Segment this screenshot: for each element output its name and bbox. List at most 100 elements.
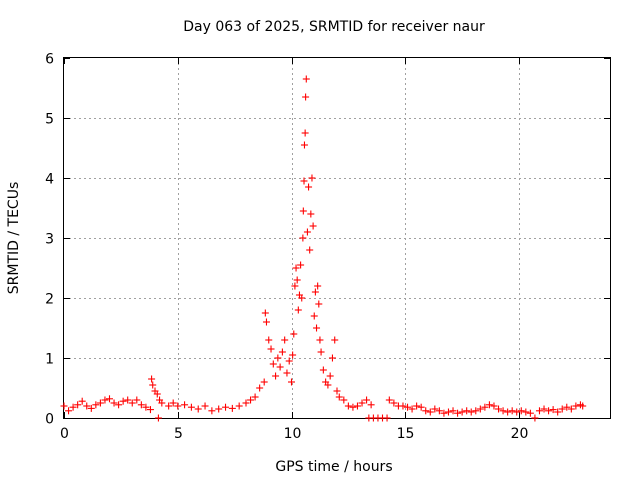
x-tick-label: 15 xyxy=(397,426,415,442)
data-point xyxy=(60,402,68,410)
data-point xyxy=(208,407,216,415)
data-point xyxy=(449,407,457,415)
data-point xyxy=(110,399,118,407)
data-point xyxy=(278,348,286,356)
data-point xyxy=(261,309,269,317)
data-point xyxy=(78,397,86,405)
data-point xyxy=(333,387,341,395)
y-tick-label: 0 xyxy=(45,412,54,428)
x-tick-label: 10 xyxy=(284,426,302,442)
data-point xyxy=(485,401,493,409)
data-point xyxy=(417,403,425,411)
data-point xyxy=(228,404,236,412)
axis-ticks: 0 5 10 15 20 0 1 2 3 4 5 6 xyxy=(45,52,610,442)
data-point xyxy=(265,336,273,344)
data-point xyxy=(567,405,575,413)
data-point xyxy=(340,396,348,404)
data-point xyxy=(324,381,332,389)
y-tick-label: 4 xyxy=(45,172,54,188)
data-point xyxy=(513,408,521,416)
data-point xyxy=(349,403,357,411)
data-point xyxy=(169,399,177,407)
y-tick-label: 3 xyxy=(45,232,54,248)
data-point xyxy=(154,414,162,422)
data-point xyxy=(317,348,325,356)
data-point xyxy=(310,312,318,320)
data-point xyxy=(522,408,530,416)
data-point xyxy=(115,401,123,409)
data-point xyxy=(306,246,314,254)
data-point xyxy=(531,414,539,422)
data-point xyxy=(326,372,334,380)
data-point xyxy=(74,401,82,409)
data-point xyxy=(288,378,295,386)
data-point xyxy=(292,264,300,272)
data-point xyxy=(137,401,145,409)
data-point xyxy=(316,336,324,344)
x-tick-label: 0 xyxy=(60,426,69,442)
data-point xyxy=(215,405,223,413)
data-point xyxy=(535,407,543,415)
data-point xyxy=(504,408,512,416)
data-point xyxy=(96,399,104,407)
data-point xyxy=(106,395,113,403)
data-point xyxy=(319,366,327,374)
x-tick-label: 20 xyxy=(511,426,529,442)
y-tick-label: 1 xyxy=(45,352,54,368)
data-point xyxy=(128,399,136,407)
data-point xyxy=(262,318,270,326)
data-point xyxy=(301,129,309,137)
data-point xyxy=(311,288,319,296)
data-point xyxy=(307,210,315,218)
data-point xyxy=(353,402,361,410)
data-point xyxy=(267,345,275,353)
data-point xyxy=(481,403,489,411)
data-point xyxy=(281,336,289,344)
data-point xyxy=(133,396,141,404)
y-axis-label: SRMTID / TECUs xyxy=(6,182,22,295)
data-point xyxy=(272,372,280,380)
data-point xyxy=(146,406,154,414)
data-point xyxy=(309,222,317,230)
data-point xyxy=(367,401,375,409)
data-point xyxy=(472,407,480,415)
data-point xyxy=(148,375,156,383)
data-point xyxy=(467,408,475,416)
data-point xyxy=(540,405,548,413)
data-point xyxy=(124,396,132,404)
x-tick-label: 5 xyxy=(174,426,183,442)
data-point xyxy=(305,183,313,191)
y-tick-label: 6 xyxy=(45,52,54,68)
data-point xyxy=(404,403,412,411)
data-point xyxy=(363,396,371,404)
data-point xyxy=(508,407,516,415)
data-point xyxy=(422,407,430,415)
data-point xyxy=(314,282,322,290)
data-point xyxy=(299,234,307,242)
data-point xyxy=(302,93,310,101)
data-point xyxy=(251,393,259,401)
data-point xyxy=(526,409,534,417)
data-point xyxy=(390,399,398,407)
data-point xyxy=(490,402,498,410)
data-point xyxy=(276,363,284,371)
plot-frame xyxy=(63,57,611,419)
data-point xyxy=(495,405,503,413)
data-point xyxy=(283,369,291,377)
data-point xyxy=(299,207,307,215)
data-point xyxy=(302,75,310,83)
data-point xyxy=(101,396,109,404)
data-point xyxy=(174,402,182,410)
data-point xyxy=(289,351,297,359)
data-point xyxy=(572,402,580,410)
data-point xyxy=(476,405,484,413)
data-point xyxy=(158,399,166,407)
data-point xyxy=(563,403,571,411)
data-point xyxy=(242,399,250,407)
data-point xyxy=(298,294,306,302)
data-point xyxy=(153,390,161,398)
data-point xyxy=(517,407,525,415)
data-point xyxy=(315,300,323,308)
data-point xyxy=(545,407,553,415)
